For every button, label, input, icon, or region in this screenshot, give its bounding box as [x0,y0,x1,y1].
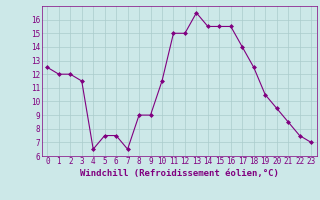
X-axis label: Windchill (Refroidissement éolien,°C): Windchill (Refroidissement éolien,°C) [80,169,279,178]
